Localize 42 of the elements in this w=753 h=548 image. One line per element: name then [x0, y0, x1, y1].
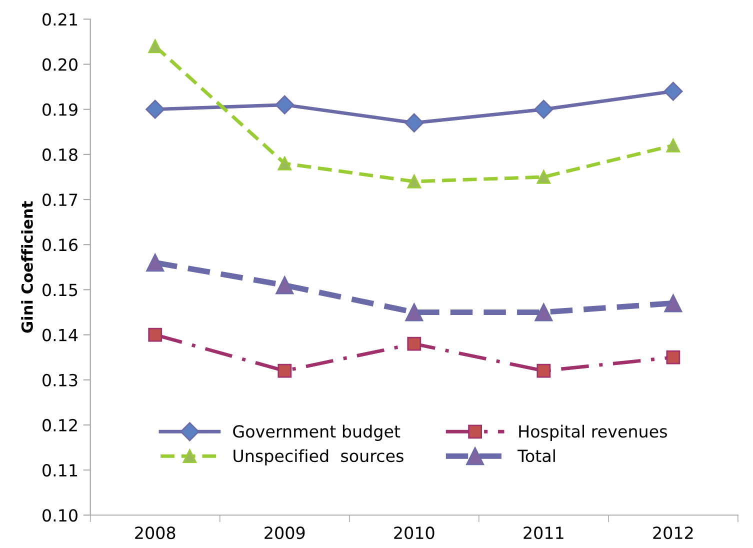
point [666, 138, 680, 152]
y-tick-label: 0.10 [42, 509, 78, 522]
point [664, 82, 683, 101]
point [146, 100, 165, 119]
y-tick-label: 0.11 [42, 464, 78, 477]
point [407, 174, 422, 188]
y-tick-label: 0.19 [42, 103, 78, 116]
x-tick-label: 2011 [524, 526, 564, 540]
point [276, 276, 294, 294]
x-tick-label: 2008 [135, 526, 176, 540]
y-tick-label: 0.16 [42, 238, 78, 252]
point [534, 100, 554, 119]
point [536, 170, 551, 184]
point [278, 156, 292, 170]
legend-label: Hospital revenues [519, 424, 667, 441]
point [666, 350, 680, 364]
y-tick-label: 0.15 [42, 284, 78, 296]
point [148, 39, 162, 54]
point [664, 294, 682, 312]
point [534, 303, 553, 322]
y-tick-label: 0.17 [42, 193, 78, 206]
point [404, 113, 424, 132]
legend-label: Government budget [233, 424, 400, 441]
y-tick-label: 0.18 [42, 148, 78, 162]
y-tick-label: 0.14 [42, 328, 78, 342]
legend-label: Unspecified sources [234, 449, 404, 466]
point [536, 364, 551, 378]
x-tick-label: 2009 [264, 526, 305, 540]
y-tick-label: 0.21 [42, 13, 78, 26]
y-tick-label: 0.13 [42, 374, 78, 386]
point [278, 364, 292, 378]
point [405, 303, 424, 322]
point [275, 95, 294, 114]
y-tick-label: 0.12 [42, 418, 77, 432]
y-tick-label: 0.20 [42, 58, 78, 71]
y-axis-title: Gini Coefficient [21, 201, 33, 333]
point [148, 328, 162, 342]
x-tick-label: 2012 [653, 526, 693, 540]
x-tick-label: 2010 [394, 526, 434, 540]
legend-label: Total [518, 449, 555, 462]
point [407, 336, 422, 351]
point [146, 254, 164, 272]
